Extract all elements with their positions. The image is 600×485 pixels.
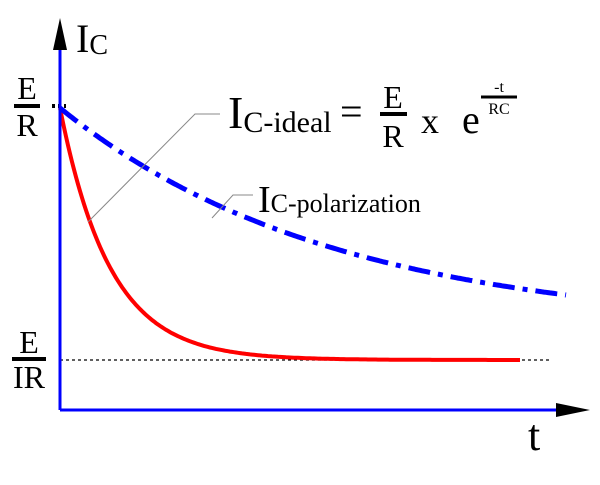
formula-denominator: R	[382, 118, 404, 154]
polarization-label: IC-polarization	[258, 179, 421, 221]
ideal-leader-line	[87, 113, 220, 223]
formula-numerator: E	[383, 79, 403, 115]
ideal-current-curve	[58, 107, 520, 362]
top-level-denominator: R	[16, 107, 38, 143]
y-axis-arrow-icon	[53, 18, 67, 50]
formula-times: x	[421, 101, 439, 141]
x-axis-arrow-icon	[556, 403, 590, 417]
formula-equals: =	[340, 89, 363, 134]
formula-exp-base: e	[462, 97, 480, 142]
formula-exp-denominator: RC	[488, 101, 509, 118]
ideal-label: IC-ideal	[228, 87, 332, 139]
polarization-leader-line	[211, 194, 253, 219]
formula-exp-numerator: -t	[494, 79, 504, 96]
top-level-numerator: E	[17, 70, 37, 106]
x-axis-label: t	[528, 411, 540, 460]
polarization-current-curve	[58, 106, 567, 298]
y-axis-label: IC	[76, 16, 108, 61]
bottom-level-denominator: IR	[13, 359, 46, 395]
bottom-level-numerator: E	[19, 324, 39, 360]
